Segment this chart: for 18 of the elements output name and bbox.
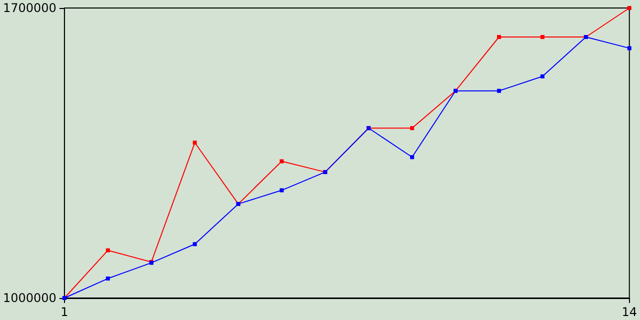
point — [192, 140, 197, 145]
point — [106, 248, 110, 252]
point — [106, 276, 110, 281]
x-tick-label: 14 — [622, 305, 638, 319]
point — [627, 46, 632, 50]
point — [280, 188, 284, 192]
point — [497, 88, 501, 93]
y-tick-label: 1000000 — [2, 291, 56, 305]
x-tick-label: 1 — [60, 305, 68, 319]
point — [540, 74, 544, 78]
point — [410, 126, 414, 130]
point — [497, 35, 501, 39]
point — [410, 155, 414, 160]
point — [280, 159, 284, 164]
point — [540, 35, 544, 39]
y-tick-label: 1700000 — [2, 1, 56, 15]
point — [627, 6, 632, 10]
point — [192, 242, 197, 246]
